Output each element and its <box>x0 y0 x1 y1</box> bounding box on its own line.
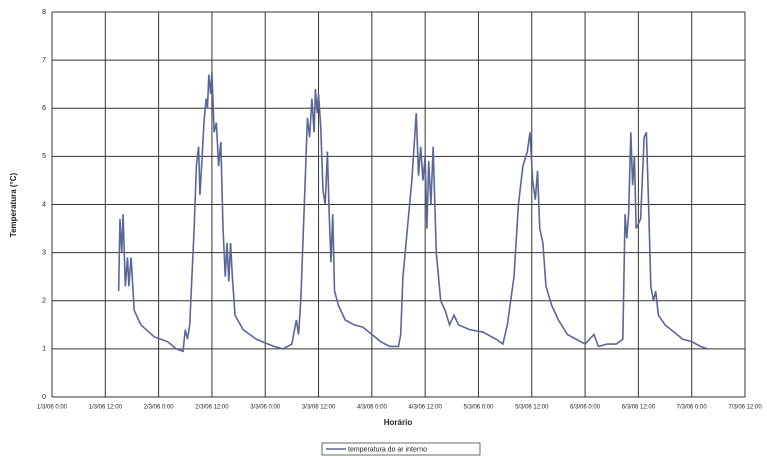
x-tick-label: 2/3/06 0:00 <box>144 405 175 411</box>
y-tick-label: 3 <box>42 249 46 256</box>
x-tick-label: 7/3/06 12:00 <box>728 405 762 411</box>
y-tick-label: 4 <box>42 201 46 208</box>
x-tick-label: 6/3/06 0:00 <box>570 405 601 411</box>
x-tick-label: 3/3/06 0:00 <box>250 405 281 411</box>
x-tick-label: 4/3/06 12:00 <box>408 405 442 411</box>
y-tick-label: 8 <box>42 9 46 16</box>
y-tick-label: 0 <box>42 394 46 401</box>
x-tick-label: 2/3/06 12:00 <box>195 405 229 411</box>
legend-box <box>321 442 481 456</box>
y-tick-label: 7 <box>42 57 46 64</box>
x-tick-label: 7/3/06 0:00 <box>677 405 708 411</box>
legend-label: temperatura do ar interno <box>348 446 427 453</box>
x-tick-label: 5/3/06 0:00 <box>463 405 494 411</box>
x-tick-label: 1/3/06 0:00 <box>37 405 68 411</box>
x-tick-label: 5/3/06 12:00 <box>515 405 549 411</box>
y-tick-label: 5 <box>42 153 46 160</box>
y-tick-label: 6 <box>42 105 46 112</box>
data-line <box>117 72 708 353</box>
x-tick-label: 1/3/06 12:00 <box>89 405 123 411</box>
x-tick-label: 4/3/06 0:00 <box>357 405 388 411</box>
x-axis-label: Horário <box>384 418 413 427</box>
x-tick-label: 6/3/06 12:00 <box>622 405 656 411</box>
y-axis-label: Temperatura (°C) <box>9 172 18 237</box>
y-tick-label: 2 <box>42 298 46 305</box>
x-tick-label: 3/3/06 12:00 <box>302 405 336 411</box>
y-tick-label: 1 <box>42 346 46 353</box>
